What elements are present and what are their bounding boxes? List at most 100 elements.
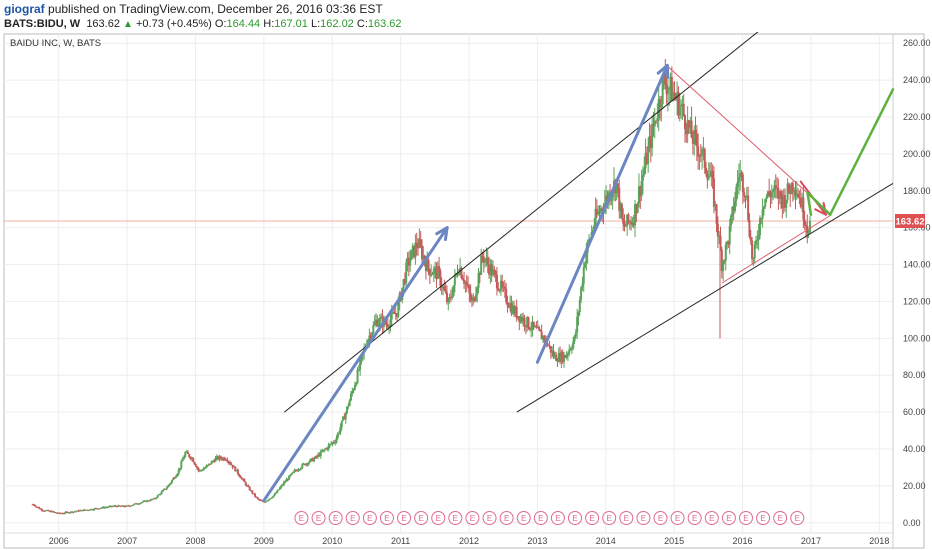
candle-body: [444, 290, 447, 293]
candle-body: [36, 506, 39, 508]
candle-body: [165, 487, 168, 489]
y-tick-label: 40.00: [903, 444, 926, 454]
candle-body: [576, 316, 579, 333]
candle-body: [246, 485, 249, 487]
candle-body: [678, 106, 681, 116]
channel-line: [516, 182, 894, 413]
candle-body: [789, 191, 792, 195]
candle-body: [39, 508, 42, 510]
candle-body: [146, 500, 149, 502]
candle-body: [492, 269, 495, 276]
candle-body: [46, 510, 49, 512]
candle-body: [718, 235, 721, 237]
candle-body: [236, 469, 239, 474]
candle-body: [347, 405, 350, 407]
candle-body: [434, 267, 437, 269]
candle-body: [277, 489, 280, 491]
close-label: C:: [356, 18, 368, 30]
candle-body: [758, 218, 761, 236]
candle-body: [349, 393, 352, 401]
candle-body: [459, 267, 462, 273]
candle-body: [460, 267, 463, 278]
open-value: 164.44: [226, 18, 261, 30]
candle-body: [288, 475, 291, 480]
candle-body: [75, 511, 78, 513]
candle-body: [472, 297, 475, 301]
candle-body: [657, 99, 660, 118]
candle-body: [327, 445, 330, 450]
price-chart[interactable]: 2006 2007 2008 2009 2010 2011 2012 2013 2014 2015…: [0, 32, 932, 550]
earnings-marker: [738, 511, 753, 525]
earnings-marker: [773, 511, 788, 525]
x-tick-label: 2007: [117, 536, 137, 546]
candle-body: [623, 223, 626, 227]
candle-body: [156, 495, 159, 498]
candle-body: [564, 355, 567, 358]
candle-body: [439, 270, 442, 286]
candle-body: [747, 195, 750, 220]
candle-body: [132, 503, 135, 505]
candle-body: [223, 457, 226, 460]
candle-body: [260, 500, 263, 502]
candle-body: [313, 458, 316, 462]
candle-body: [322, 449, 325, 452]
candle-body: [515, 306, 518, 319]
candle-body: [699, 155, 702, 157]
candle-body: [655, 120, 658, 122]
candle-body: [574, 332, 577, 336]
earnings-marker: [379, 511, 394, 525]
candle-body: [706, 173, 709, 180]
candle-body: [478, 272, 481, 276]
x-tick-label: 2006: [49, 536, 69, 546]
candle-body: [735, 187, 738, 201]
candle-body: [731, 206, 734, 216]
earnings-marker-label: E: [299, 514, 304, 523]
candle-body: [127, 505, 130, 507]
author-name[interactable]: giograf: [4, 2, 45, 16]
earnings-marker-label: E: [658, 514, 663, 523]
candle-body: [463, 280, 466, 284]
candle-body: [326, 448, 329, 450]
candle-body: [452, 285, 455, 296]
candle-body: [226, 459, 229, 462]
candle-body: [495, 274, 498, 289]
candle-body: [484, 259, 487, 263]
candle-body: [666, 89, 669, 95]
candle-body: [371, 333, 374, 339]
candle-body: [94, 508, 97, 510]
candle-body: [593, 224, 596, 231]
candle-body: [403, 279, 406, 284]
candle-body: [568, 349, 571, 354]
candle-body: [343, 416, 346, 420]
candle-body: [377, 323, 380, 327]
candle-body: [188, 454, 191, 457]
candle-body: [101, 507, 104, 509]
candle-body: [271, 497, 274, 499]
candle-body: [207, 463, 210, 465]
candle-body: [58, 512, 61, 514]
candle-body: [330, 443, 333, 445]
candle-body: [726, 241, 729, 245]
candle-body: [732, 206, 735, 212]
earnings-marker-label: E: [384, 514, 389, 523]
published-text: published on TradingView.com, December 2…: [48, 2, 383, 16]
candle-body: [486, 257, 489, 265]
candle-body: [548, 345, 551, 347]
candle-body: [264, 501, 267, 503]
candle-body: [580, 287, 583, 300]
candle-body: [494, 271, 497, 275]
candle-body: [691, 137, 694, 144]
candle-body: [118, 505, 121, 507]
candle-body: [488, 264, 491, 275]
candle-body: [516, 316, 519, 319]
trend-drawings[interactable]: [262, 32, 895, 503]
earnings-marker-label: E: [709, 514, 714, 523]
candle-body: [714, 204, 717, 207]
earnings-marker-label: E: [675, 514, 680, 523]
candle-body: [352, 389, 355, 392]
candle-body: [176, 473, 179, 476]
candle-body: [702, 148, 705, 150]
earnings-marker-label: E: [333, 514, 338, 523]
candle-body: [722, 262, 725, 272]
candle-body: [507, 305, 510, 308]
